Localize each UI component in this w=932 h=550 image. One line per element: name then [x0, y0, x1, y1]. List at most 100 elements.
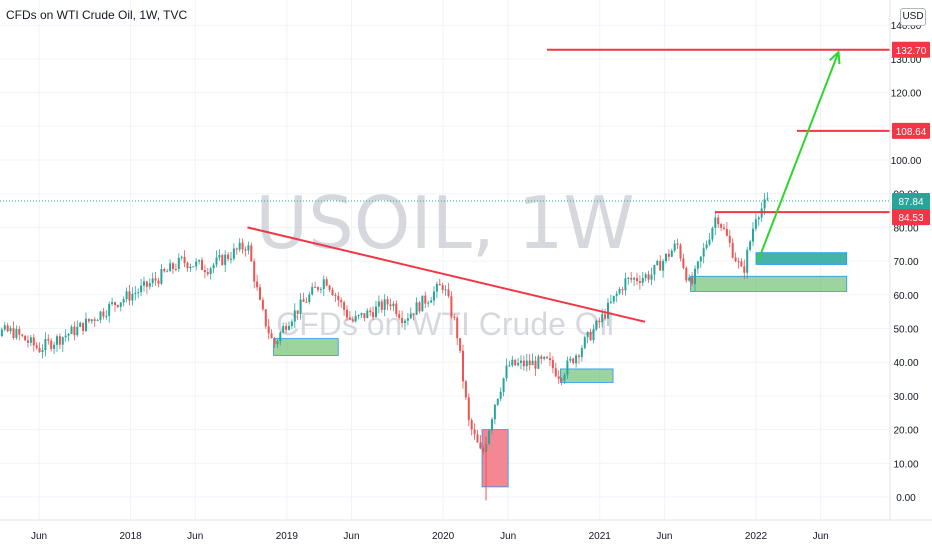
- candle-body: [543, 356, 546, 359]
- candle-body: [24, 335, 27, 341]
- zones: [273, 252, 848, 488]
- candle-body: [493, 404, 496, 420]
- drawings[interactable]: [0, 48, 890, 323]
- candle-body: [528, 360, 531, 366]
- candle-body: [87, 318, 90, 322]
- candle-body: [430, 300, 433, 303]
- candle-body: [192, 266, 195, 268]
- candle-body: [212, 264, 215, 269]
- candle-body: [583, 337, 586, 349]
- candle-body: [224, 254, 227, 265]
- time-tick-label: Jun: [656, 531, 672, 542]
- candle-body: [708, 239, 711, 245]
- candle-body: [67, 333, 70, 336]
- candle-body: [380, 301, 383, 310]
- candle-body: [717, 217, 720, 225]
- candle-body: [609, 301, 612, 303]
- candle-body: [235, 248, 238, 250]
- candle-body: [319, 289, 322, 291]
- candle-body: [122, 299, 125, 303]
- candle-body: [55, 336, 58, 345]
- candle-body: [557, 376, 560, 379]
- candle-body: [560, 378, 563, 381]
- candle-body: [401, 317, 404, 323]
- candle-body: [540, 356, 543, 359]
- candle-body: [749, 241, 752, 250]
- candle-body: [647, 274, 650, 280]
- candle-body: [171, 263, 174, 269]
- price-tick-label: 130.00: [891, 55, 922, 66]
- candle-body: [386, 299, 389, 305]
- arrow-head: [829, 50, 841, 65]
- candle-body: [766, 198, 769, 200]
- candle-body: [395, 303, 398, 315]
- candle-body: [656, 261, 659, 265]
- candle-body: [522, 360, 525, 367]
- candle-body: [606, 302, 609, 319]
- time-tick-label: 2021: [589, 531, 612, 542]
- candle-body: [406, 318, 409, 321]
- candle-body: [218, 255, 221, 258]
- candle-body: [53, 344, 56, 349]
- price-tick-label: 140.00: [891, 21, 922, 32]
- candle-body: [534, 360, 537, 369]
- symbol-title[interactable]: CFDs on WTI Crude Oil, 1W, TVC: [6, 8, 188, 22]
- candle-body: [441, 285, 444, 291]
- candle-body: [203, 269, 206, 273]
- candle-body: [435, 283, 438, 292]
- candle-body: [177, 257, 180, 270]
- candle-body: [459, 338, 462, 351]
- candle-body: [630, 277, 633, 280]
- candle-body: [737, 261, 740, 263]
- candle-body: [531, 360, 534, 366]
- candle-body: [183, 256, 186, 263]
- currency-button[interactable]: USD: [900, 8, 926, 26]
- candle-body: [93, 319, 96, 321]
- candle-body: [90, 319, 93, 322]
- candle-body: [195, 261, 198, 267]
- candle-body: [447, 289, 450, 297]
- candle-body: [572, 358, 575, 364]
- candle-body: [282, 326, 285, 333]
- candle-body: [624, 278, 627, 291]
- candle-body: [389, 304, 392, 307]
- candle-body: [258, 287, 261, 300]
- candle-body: [35, 345, 38, 348]
- time-axis[interactable]: Jun 2018 Jun 2019 Jun 2020 Jun 2021 Jun 2022 Jun: [0, 519, 932, 542]
- candle-body: [108, 303, 111, 316]
- price-axis[interactable]: 0.00 10.00 20.00 30.00 40.00 50.00 60.00 70.00 8…: [889, 0, 922, 520]
- candle-body: [311, 286, 314, 295]
- candle-body: [551, 360, 554, 369]
- candle-body: [409, 313, 412, 319]
- candle-body: [383, 299, 386, 310]
- candle-body: [134, 292, 137, 294]
- candle-body: [673, 243, 676, 251]
- time-tick-label: 2018: [119, 531, 142, 542]
- candle-body: [403, 320, 406, 323]
- candle-body: [604, 314, 607, 319]
- candle-body: [740, 261, 743, 267]
- candle-body: [15, 328, 18, 338]
- candle-body: [374, 306, 377, 318]
- candle-body: [296, 310, 299, 314]
- price-badge-label: 87.84: [898, 197, 923, 208]
- candle-body: [227, 254, 230, 259]
- candle-body: [166, 271, 169, 273]
- candle-body: [548, 358, 551, 361]
- candle-body: [554, 368, 557, 377]
- candle-body: [253, 261, 256, 282]
- candle-body: [241, 242, 244, 250]
- candle-body: [612, 295, 615, 302]
- candle-body: [751, 228, 754, 242]
- candle-body: [215, 257, 218, 265]
- candle-body: [105, 315, 108, 317]
- candle-body: [273, 338, 276, 345]
- candle-body: [586, 331, 589, 338]
- candle-body: [424, 295, 427, 304]
- candle-body: [3, 325, 6, 330]
- candle-body: [142, 281, 145, 286]
- candle-body: [41, 350, 44, 352]
- candle-body: [659, 261, 662, 271]
- candle-body: [488, 430, 491, 444]
